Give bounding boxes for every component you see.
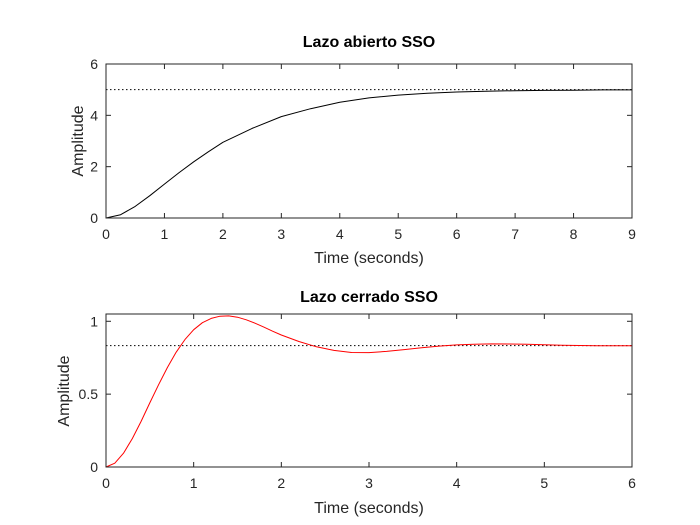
x-tick-labels: 0 1 2 3 4 5 6 xyxy=(102,475,636,491)
x-tick-labels: 0 1 2 3 4 5 6 7 8 9 xyxy=(102,226,636,242)
x-tick-label: 5 xyxy=(394,226,402,242)
y-axis-label: Amplitude xyxy=(70,105,87,176)
x-tick-label: 4 xyxy=(453,475,461,491)
y-tick-label: 1 xyxy=(90,313,98,329)
x-tick-label: 8 xyxy=(570,226,578,242)
y-axis-label: Amplitude xyxy=(56,355,73,426)
axes-box xyxy=(105,313,633,468)
response-curve xyxy=(105,315,632,468)
y-tick-labels: 0 2 4 6 xyxy=(90,56,98,226)
x-tick-label: 9 xyxy=(628,226,636,242)
y-tick-label: 4 xyxy=(90,107,98,123)
x-tick-label: 0 xyxy=(102,475,110,491)
x-tick-label: 3 xyxy=(277,226,285,242)
response-curve xyxy=(105,89,632,219)
chart-title: Lazo cerrado SSO xyxy=(300,289,438,306)
x-tick-label: 0 xyxy=(102,226,110,242)
x-tick-label: 7 xyxy=(511,226,519,242)
y-tick-label: 0 xyxy=(90,210,98,226)
x-tick-label: 6 xyxy=(628,475,636,491)
y-tick-label: 0.5 xyxy=(79,386,99,402)
axes-box xyxy=(105,63,633,219)
x-tick-label: 5 xyxy=(540,475,548,491)
y-tick-label: 0 xyxy=(90,459,98,475)
y-tick-labels: 00.51 xyxy=(79,313,99,475)
x-axis-label: Time (seconds) xyxy=(314,500,424,517)
plot-area xyxy=(106,314,632,467)
x-tick-label: 2 xyxy=(219,226,227,242)
x-tick-label: 4 xyxy=(336,226,344,242)
x-tick-label: 1 xyxy=(161,226,169,242)
y-tick-label: 6 xyxy=(90,56,98,72)
x-axis-label: Time (seconds) xyxy=(314,250,424,267)
chart-title: Lazo abierto SSO xyxy=(303,34,435,51)
chart-top: Lazo abierto SSO 0 1 2 3 4 5 6 7 8 9 0 2 4 6 Time (s… xyxy=(70,34,636,267)
x-tick-label: 1 xyxy=(190,475,198,491)
y-tick-label: 2 xyxy=(90,159,98,175)
plot-area xyxy=(106,64,632,218)
x-tick-label: 6 xyxy=(453,226,461,242)
x-tick-label: 3 xyxy=(365,475,373,491)
x-tick-label: 2 xyxy=(277,475,285,491)
